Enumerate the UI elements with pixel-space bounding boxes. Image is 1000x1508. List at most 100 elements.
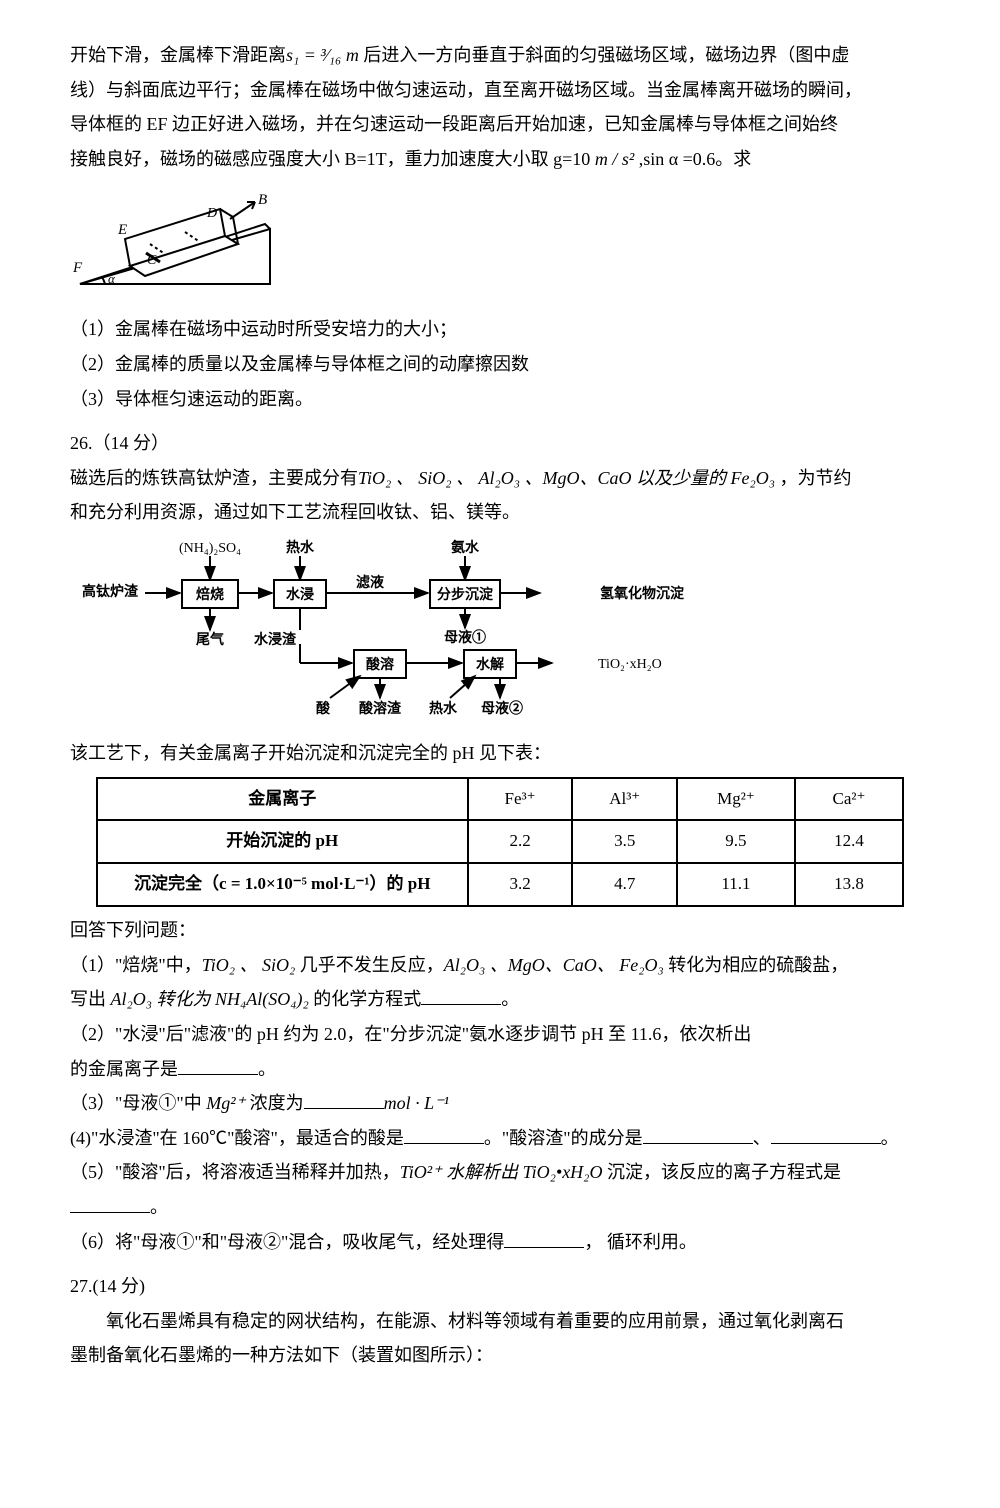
q25-2: （2）金属棒的质量以及金属棒与导体框之间的动摩擦因数 — [70, 349, 930, 380]
q26-p1: 磁选后的炼铁高钛炉渣，主要成分有TiO₂ 、 SiO₂ 、 Al₂O₃ 、MgO… — [70, 463, 930, 494]
ph-table: 金属离子 Fe³⁺ Al³⁺ Mg²⁺ Ca²⁺ 开始沉淀的 pH 2.2 3.… — [96, 777, 904, 908]
q27-head: 27.(14 分) — [70, 1271, 930, 1302]
q1c: 转化为相应的硫酸盐， — [664, 955, 849, 975]
label-alpha: α — [108, 271, 116, 286]
q27-p2: 墨制备氧化石墨烯的一种方法如下（装置如图所示）： — [70, 1340, 930, 1371]
box-roast: 焙烧 — [196, 586, 224, 603]
q27-p1: 氧化石墨烯具有稳定的网状结构，在能源、材料等领域有着重要的应用前景，通过氧化剥离… — [70, 1306, 930, 1337]
box-acid: 酸溶 — [366, 656, 394, 673]
q1l2b: 的化学方程式 — [309, 989, 422, 1009]
label-F: F — [72, 260, 83, 276]
q26-p1f: TiO₂ 、 SiO₂ 、 Al₂O₃ 、MgO、CaO 以及少量的 Fe₂O₃ — [358, 468, 775, 488]
intro-line4: 接触良好，磁场的磁感应强度大小 B=1T，重力加速度大小取 g=10 m / s… — [70, 144, 930, 175]
r2-label: 沉淀完全（c = 1.0×10⁻⁵ mol·L⁻¹）的 pH — [97, 863, 468, 906]
q6b: ， 循环利用。 — [584, 1232, 697, 1252]
q2end: 。 — [258, 1059, 276, 1079]
lbl-filtrate: 滤液 — [356, 574, 385, 591]
intro-line1: 开始下滑，金属棒下滑距离s₁ = ³⁄₁₆ m 后进入一方向垂直于斜面的匀强磁场… — [70, 40, 930, 71]
blank-5 — [70, 1193, 150, 1213]
r1-label: 开始沉淀的 pH — [97, 820, 468, 863]
blank-6 — [504, 1228, 584, 1248]
label-B: B — [258, 192, 267, 208]
answers-head: 回答下列问题： — [70, 915, 930, 946]
intro-line4b: ,sin α =0.6。求 — [634, 149, 751, 169]
th-al: Al³⁺ — [572, 778, 677, 821]
intro-unit: m / s² — [595, 149, 634, 169]
blank-1 — [421, 986, 501, 1006]
intro-line2: 线）与斜面底边平行；金属棒在磁场中做匀速运动，直至离开磁场区域。当金属棒离开磁场… — [70, 75, 930, 106]
q1l2a: 写出 — [70, 989, 111, 1009]
q3b: 浓度为 — [245, 1093, 304, 1113]
q2b: 的金属离子是 — [70, 1059, 178, 1079]
incline-diagram: E F C D B α — [70, 184, 930, 304]
q26-p1b: ，为节约 — [775, 468, 852, 488]
blank-4b — [643, 1124, 753, 1144]
q1f1: TiO₂ 、 SiO₂ — [202, 955, 296, 975]
incline-svg: E F C D B α — [70, 184, 300, 304]
blank-4c — [771, 1124, 881, 1144]
table-row: 金属离子 Fe³⁺ Al³⁺ Mg²⁺ Ca²⁺ — [97, 778, 903, 821]
table-caption: 该工艺下，有关金属离子开始沉淀和沉淀完全的 pH 见下表： — [70, 738, 930, 769]
r2-1: 4.7 — [572, 863, 677, 906]
box-hydro: 水解 — [476, 656, 504, 673]
q3a: （3）"母液①"中 — [70, 1093, 206, 1113]
q5a: （5）"酸溶"后，将溶液适当稀释并加热， — [70, 1162, 400, 1182]
th-ion: 金属离子 — [97, 778, 468, 821]
q1end: 。 — [501, 989, 519, 1009]
r2-0: 3.2 — [468, 863, 573, 906]
q25-3: （3）导体框匀速运动的距离。 — [70, 384, 930, 415]
blank-2 — [178, 1055, 258, 1075]
blank-3 — [304, 1089, 384, 1109]
r2-3: 13.8 — [795, 863, 903, 906]
ans-q4: (4)"水浸渣"在 160℃"酸溶"，最适合的酸是。"酸溶渣"的成分是、。 — [70, 1123, 930, 1154]
flow-ammonia: 氨水 — [451, 539, 480, 556]
ans-q2b: 的金属离子是 。 — [70, 1054, 930, 1085]
table-row: 开始沉淀的 pH 2.2 3.5 9.5 12.4 — [97, 820, 903, 863]
flow-svg: (NH₄)₂SO₄ 热水 氨水 高钛炉渣 焙烧 水浸 滤液 分步沉淀 氢氧化物沉… — [70, 538, 710, 728]
q25-1: （1）金属棒在磁场中运动时所受安培力的大小； — [70, 314, 930, 345]
q1b: 几乎不发生反应， — [295, 955, 444, 975]
q5b: 沉淀，该反应的离子方程式是 — [602, 1162, 841, 1182]
table-row: 沉淀完全（c = 1.0×10⁻⁵ mol·L⁻¹）的 pH 3.2 4.7 1… — [97, 863, 903, 906]
lbl-mother2: 母液② — [481, 700, 523, 717]
lbl-acid: 酸 — [316, 700, 331, 717]
r2-2: 11.1 — [677, 863, 795, 906]
label-E: E — [117, 222, 127, 238]
q26-p2: 和充分利用资源，通过如下工艺流程回收钛、铝、镁等。 — [70, 497, 930, 528]
th-mg: Mg²⁺ — [677, 778, 795, 821]
q1a: （1）"焙烧"中， — [70, 955, 202, 975]
q5end: 。 — [150, 1197, 168, 1217]
q4a: (4)"水浸渣"在 160℃"酸溶"，最适合的酸是 — [70, 1128, 404, 1148]
r1-3: 12.4 — [795, 820, 903, 863]
intro-line1a: 开始下滑，金属棒下滑距离 — [70, 45, 286, 65]
label-D: D — [206, 206, 217, 221]
ans-q2: （2）"水浸"后"滤液"的 pH 约为 2.0，在"分步沉淀"氨水逐步调节 pH… — [70, 1019, 930, 1050]
intro-line1b: 后进入一方向垂直于斜面的匀强磁场区域，磁场边界（图中虚 — [359, 45, 850, 65]
out-tio2: TiO₂·xH₂O — [598, 657, 662, 672]
intro-s1: s₁ = ³⁄₁₆ m — [286, 45, 359, 65]
flow-hot1: 热水 — [286, 539, 315, 556]
q26-head: 26.（14 分） — [70, 428, 930, 459]
box-step: 分步沉淀 — [437, 586, 494, 603]
q26-p1a: 磁选后的炼铁高钛炉渣，主要成分有 — [70, 468, 358, 488]
q4end: 。 — [881, 1128, 899, 1148]
q1f2: Al₂O₃ 、MgO、CaO、 Fe₂O₃ — [444, 955, 664, 975]
ans-q1: （1）"焙烧"中，TiO₂ 、 SiO₂ 几乎不发生反应，Al₂O₃ 、MgO、… — [70, 950, 930, 981]
q6a: （6）将"母液①"和"母液②"混合，吸收尾气，经处理得 — [70, 1232, 504, 1252]
q4b: 。"酸溶渣"的成分是 — [484, 1128, 643, 1148]
ans-q6: （6）将"母液①"和"母液②"混合，吸收尾气，经处理得 ， 循环利用。 — [70, 1227, 930, 1258]
q3mg: Mg²⁺ — [206, 1093, 245, 1113]
flowchart: (NH₄)₂SO₄ 热水 氨水 高钛炉渣 焙烧 水浸 滤液 分步沉淀 氢氧化物沉… — [70, 538, 930, 728]
ans-q1-2: 写出 Al₂O₃ 转化为 NH₄Al(SO₄)₂ 的化学方程式。 — [70, 984, 930, 1015]
lbl-tail: 尾气 — [196, 631, 224, 648]
flow-nh4so4: (NH₄)₂SO₄ — [179, 541, 241, 556]
th-ca: Ca²⁺ — [795, 778, 903, 821]
ans-q5-2: 。 — [70, 1192, 930, 1223]
flow-slag: 高钛炉渣 — [82, 583, 139, 600]
intro-line4a: 接触良好，磁场的磁感应强度大小 B=1T，重力加速度大小取 g=10 — [70, 149, 595, 169]
box-leach: 水浸 — [286, 586, 314, 603]
q3unit: mol · L⁻¹ — [384, 1093, 449, 1113]
ans-q3: （3）"母液①"中 Mg²⁺ 浓度为 mol · L⁻¹ — [70, 1088, 930, 1119]
lbl-mother1: 母液① — [444, 629, 486, 646]
ans-q5: （5）"酸溶"后，将溶液适当稀释并加热，TiO²⁺ 水解析出 TiO₂•xH₂O… — [70, 1157, 930, 1188]
